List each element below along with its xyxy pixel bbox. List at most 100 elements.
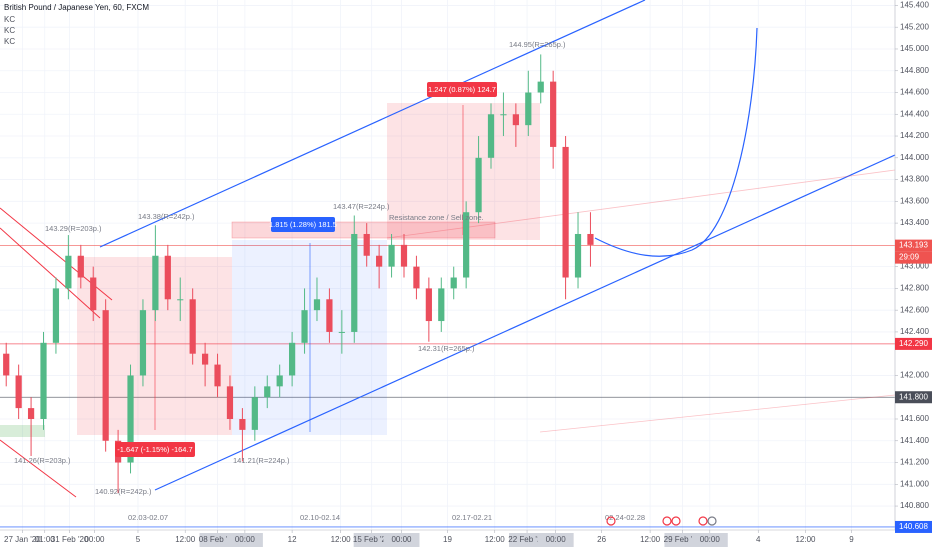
y-tick-label: 143.400 — [900, 218, 929, 227]
countdown: 29:09 — [899, 253, 920, 262]
x-tick-highlight — [199, 533, 236, 547]
y-tick-label: 140.800 — [900, 501, 929, 510]
pivot-label: 140.92(R=242p.) — [95, 487, 152, 496]
x-tick-highlight — [226, 533, 263, 547]
measure-label: 1.815 (1.28%) 181.5 — [269, 220, 337, 229]
x-tick-label: 12:00 — [485, 535, 506, 544]
candle-body — [512, 114, 519, 126]
candle-body — [65, 255, 72, 289]
event-icon[interactable] — [707, 516, 717, 526]
candle-body — [301, 310, 308, 343]
x-tick-label: 9 — [849, 535, 854, 544]
trend-line — [0, 227, 101, 319]
y-tick-label: 141.000 — [900, 479, 929, 488]
y-tick-label: 142.600 — [900, 305, 929, 314]
x-tick-label: 08 Feb '20 — [199, 535, 237, 544]
indicator-label[interactable]: KC — [4, 37, 15, 46]
pivot-label: 143.29(R=203p.) — [45, 224, 102, 233]
candle-body — [139, 310, 147, 376]
x-tick-label: 29 Feb '20 — [664, 535, 702, 544]
candle-body — [289, 342, 296, 376]
measure-box — [115, 442, 195, 457]
indicator-label[interactable]: KC — [4, 26, 15, 35]
candle-body — [201, 353, 209, 365]
candle-body — [438, 288, 445, 322]
candle-body — [525, 92, 532, 126]
candle-body — [276, 375, 283, 387]
candle-body — [214, 364, 221, 387]
candle-body — [3, 353, 10, 376]
y-tick-label: 141.200 — [900, 458, 929, 467]
annotations: 143.29(R=203p.) 143.38(R=242p.) 143.47(R… — [14, 40, 717, 526]
candle-body — [363, 233, 370, 256]
event-icon[interactable] — [698, 516, 708, 526]
candle-body — [487, 114, 495, 158]
x-tick-highlight — [691, 533, 728, 547]
event-icon[interactable] — [606, 516, 616, 526]
y-tick-label: 143.800 — [900, 175, 929, 184]
y-tick-label: 142.400 — [900, 327, 929, 336]
x-tick-label: 15 Feb '20 — [353, 535, 391, 544]
pivot-label: 144.95(R=265p.) — [509, 40, 566, 49]
candle-body — [27, 408, 35, 419]
channel-upper — [99, 0, 646, 248]
candle-body — [40, 342, 47, 419]
y-tick-label: 144.600 — [900, 88, 929, 97]
event-icon[interactable] — [671, 516, 681, 526]
measure-label: -1.647 (-1.15%) -164.7 — [117, 445, 192, 454]
candle-body — [425, 288, 432, 322]
support-zone — [0, 425, 45, 437]
x-tick-label: 19 — [443, 535, 452, 544]
y-tick-label: 144.400 — [900, 109, 929, 118]
x-tick-label: 5 — [136, 535, 141, 544]
candle-body — [475, 157, 482, 213]
pivot-label: 142.31(R=265p.) — [418, 344, 475, 353]
candle-body — [388, 244, 395, 267]
range-label: 02.24-02.28 — [605, 513, 645, 522]
candle-body — [574, 233, 582, 278]
x-tick-label: 00:00 — [391, 535, 412, 544]
y-tick-label: 144.800 — [900, 66, 929, 75]
x-tick-label: 4 — [756, 535, 761, 544]
price-label-box — [895, 239, 932, 252]
range-label: 02.03-02.07 — [128, 513, 168, 522]
x-tick-label: 00:00 — [84, 535, 105, 544]
x-tick-highlight — [383, 533, 420, 547]
x-tick-highlight — [664, 533, 701, 547]
candle-body — [177, 299, 184, 301]
trend-line — [386, 169, 896, 239]
projection-curve — [594, 27, 758, 257]
pivot-label: 143.47(R=224p.) — [333, 202, 390, 211]
candle-body — [313, 299, 321, 311]
x-tick-label: 01:00 — [35, 535, 56, 544]
y-tick-label: 145.200 — [900, 22, 929, 31]
pivot-label: 141.21(R=224p.) — [233, 456, 290, 465]
candle-body — [90, 277, 97, 311]
y-tick-label: 141.600 — [900, 414, 929, 423]
event-icon[interactable] — [662, 516, 672, 526]
measure-box — [271, 217, 335, 232]
price-label: 140.608 — [899, 522, 928, 531]
indicator-label[interactable]: KC — [4, 15, 15, 24]
x-tick-highlight — [537, 533, 574, 547]
candle-body — [164, 255, 171, 300]
y-tick-label: 143.000 — [900, 262, 929, 271]
price-label-box — [895, 520, 932, 533]
y-tick-label: 141.400 — [900, 436, 929, 445]
candle-body — [127, 375, 134, 463]
y-tick-label: 144.000 — [900, 153, 929, 162]
channel-lower — [154, 154, 896, 491]
y-tick-label: 145.000 — [900, 44, 929, 53]
x-tick-label: 26 — [597, 535, 606, 544]
candle-body — [587, 233, 594, 245]
x-tick-label: 22 Feb '20 — [508, 535, 546, 544]
candle-body — [226, 386, 234, 419]
y-tick-label: 143.600 — [900, 196, 929, 205]
x-tick-label: 31 Feb '20 — [51, 535, 89, 544]
x-tick-label: 00:00 — [235, 535, 256, 544]
range-label: 02.17-02.21 — [452, 513, 492, 522]
candle-body — [550, 81, 557, 147]
candle-body — [326, 299, 333, 332]
y-tick-label: 145.400 — [900, 1, 929, 10]
